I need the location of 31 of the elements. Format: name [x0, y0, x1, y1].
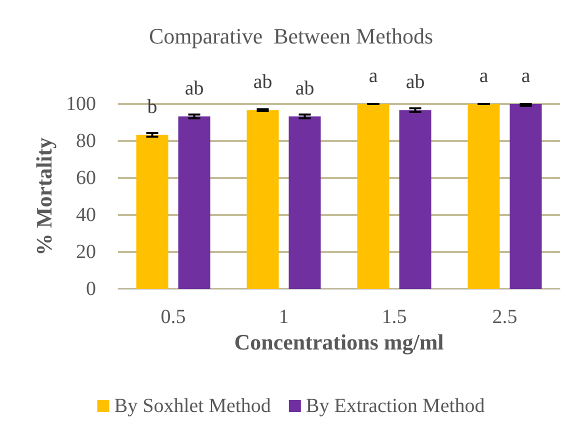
data-label: ab: [253, 71, 272, 94]
y-tick-label: 0: [86, 278, 96, 300]
y-tick-label: 40: [76, 204, 96, 226]
x-tick-label: 2.5: [492, 306, 518, 328]
data-label: a: [368, 65, 378, 87]
data-label: a: [521, 65, 530, 87]
x-tick-label: 1: [278, 306, 289, 328]
bar: [178, 116, 210, 289]
bar: [136, 134, 168, 289]
y-axis-title: % Mortality: [32, 138, 57, 256]
legend-label: By Extraction Method: [306, 395, 485, 417]
bar: [357, 104, 390, 289]
chart-title: Comparative Between Methods: [148, 24, 434, 48]
bar: [399, 110, 432, 289]
x-tick-label: 0.5: [160, 306, 186, 328]
data-label: a: [479, 65, 488, 87]
x-axis-title: Concentrations mg/ml: [234, 330, 444, 354]
y-tick-label: 100: [66, 93, 96, 115]
bar: [288, 116, 321, 289]
bar: [246, 110, 279, 289]
bar: [510, 104, 542, 289]
data-label: ab: [295, 77, 314, 100]
data-label: b: [147, 96, 158, 118]
bar: [468, 104, 500, 289]
y-tick-label: 80: [76, 130, 96, 152]
data-label: ab: [184, 77, 204, 100]
y-tick-label: 20: [76, 241, 96, 263]
y-tick-label: 60: [76, 167, 96, 189]
x-tick-label: 1.5: [382, 306, 407, 328]
data-label: ab: [406, 71, 425, 94]
legend-label: By Soxhlet Method: [114, 395, 271, 417]
